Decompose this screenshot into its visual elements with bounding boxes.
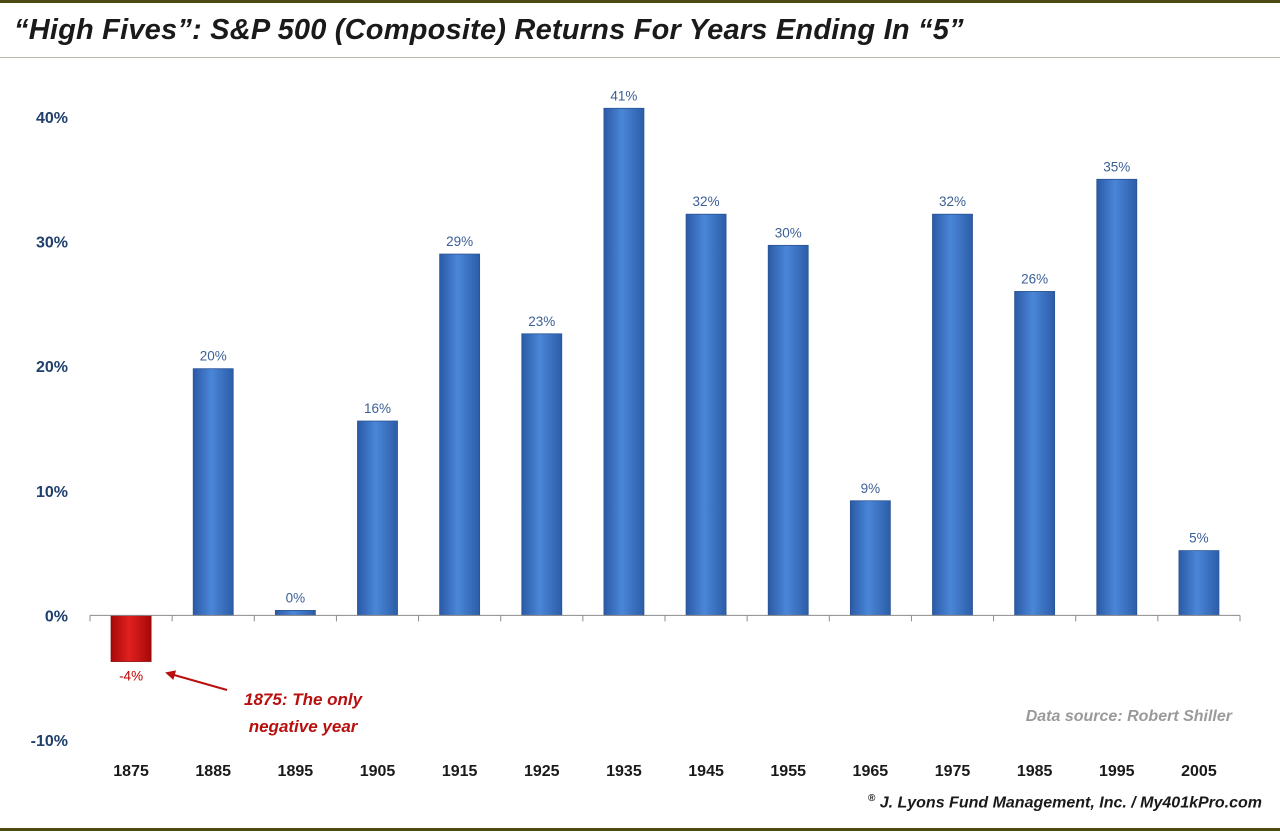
copyright-mark: ® xyxy=(867,793,876,804)
x-tick-label: 1905 xyxy=(360,763,396,780)
bar-1985 xyxy=(1014,291,1056,616)
x-tick-label: 1885 xyxy=(195,763,231,780)
x-tick-label: 1985 xyxy=(1017,763,1053,780)
data-label-1905: 16% xyxy=(364,401,391,416)
x-tick-label: 1945 xyxy=(688,763,724,780)
x-tick-label: 1975 xyxy=(935,763,971,780)
x-tick-label: 1965 xyxy=(853,763,889,780)
data-label-1985: 26% xyxy=(1021,271,1048,286)
bar-1915 xyxy=(439,253,481,616)
x-tick-label: 2005 xyxy=(1181,763,1217,780)
y-tick-label: 0% xyxy=(45,608,68,625)
x-tick-label: 1935 xyxy=(606,763,642,780)
data-label-1895: 0% xyxy=(286,590,306,605)
data-label-1925: 23% xyxy=(528,314,555,329)
bar-1965 xyxy=(849,500,891,616)
x-tick-label: 1875 xyxy=(113,763,149,780)
annotation-arrow xyxy=(165,670,228,691)
data-label-1935: 41% xyxy=(610,88,637,103)
chart-title: “High Fives”: S&P 500 (Composite) Return… xyxy=(14,14,964,46)
y-tick-label: 30% xyxy=(36,235,68,252)
x-tick-label: 1995 xyxy=(1099,763,1135,780)
bar-1885 xyxy=(192,368,234,616)
data-label-1945: 32% xyxy=(693,194,720,209)
x-tick-label: 1895 xyxy=(278,763,314,780)
data-label-2005: 5% xyxy=(1189,531,1209,546)
data-label-1965: 9% xyxy=(861,481,881,496)
bar-2005 xyxy=(1178,550,1220,616)
bar-1875 xyxy=(110,615,152,662)
x-tick-label: 1925 xyxy=(524,763,560,780)
x-tick-label: 1955 xyxy=(770,763,806,780)
data-label-1915: 29% xyxy=(446,234,473,249)
data-label-1885: 20% xyxy=(200,349,227,364)
data-source-note: Data source: Robert Shiller xyxy=(1025,708,1232,725)
bottom-rule xyxy=(0,828,1280,831)
annotation-line-1: 1875: The only xyxy=(244,690,364,709)
data-labels: -4% 20% 0% 16% 29% 23% 41% 32% 30% 9% 32% 26% 35% 5% xyxy=(119,88,1209,683)
bar-1935 xyxy=(603,107,645,616)
top-rule xyxy=(0,0,1280,3)
x-axis: 1875 1885 1895 1905 1915 1925 1935 1945 1955 1965… xyxy=(89,615,1241,780)
bar-1925 xyxy=(521,333,563,616)
bar-1945 xyxy=(685,213,727,616)
bar-1975 xyxy=(932,213,973,616)
title-underline xyxy=(0,57,1280,58)
negative-year-annotation: 1875: The only negative year xyxy=(165,670,364,736)
y-axis: -10% 0% 10% 20% 30% 40% xyxy=(31,110,68,750)
data-label-1975: 32% xyxy=(939,194,966,209)
y-tick-label: -10% xyxy=(31,733,68,750)
y-tick-label: 20% xyxy=(36,359,68,376)
annotation-line-2: negative year xyxy=(249,717,359,736)
y-tick-label: 40% xyxy=(36,110,68,127)
bar-1955 xyxy=(767,244,809,616)
data-label-1875: -4% xyxy=(119,669,143,684)
y-tick-label: 10% xyxy=(36,484,68,501)
data-label-1995: 35% xyxy=(1103,159,1130,174)
bars xyxy=(110,107,1220,662)
copyright-note: ® J. Lyons Fund Management, Inc. / My401… xyxy=(868,793,1262,812)
data-label-1955: 30% xyxy=(775,225,802,240)
bar-1905 xyxy=(357,420,398,616)
x-tick-label: 1915 xyxy=(442,763,478,780)
bar-1895 xyxy=(274,610,316,616)
copyright-text: J. Lyons Fund Management, Inc. / My401kP… xyxy=(879,794,1262,812)
bar-1995 xyxy=(1096,178,1138,616)
